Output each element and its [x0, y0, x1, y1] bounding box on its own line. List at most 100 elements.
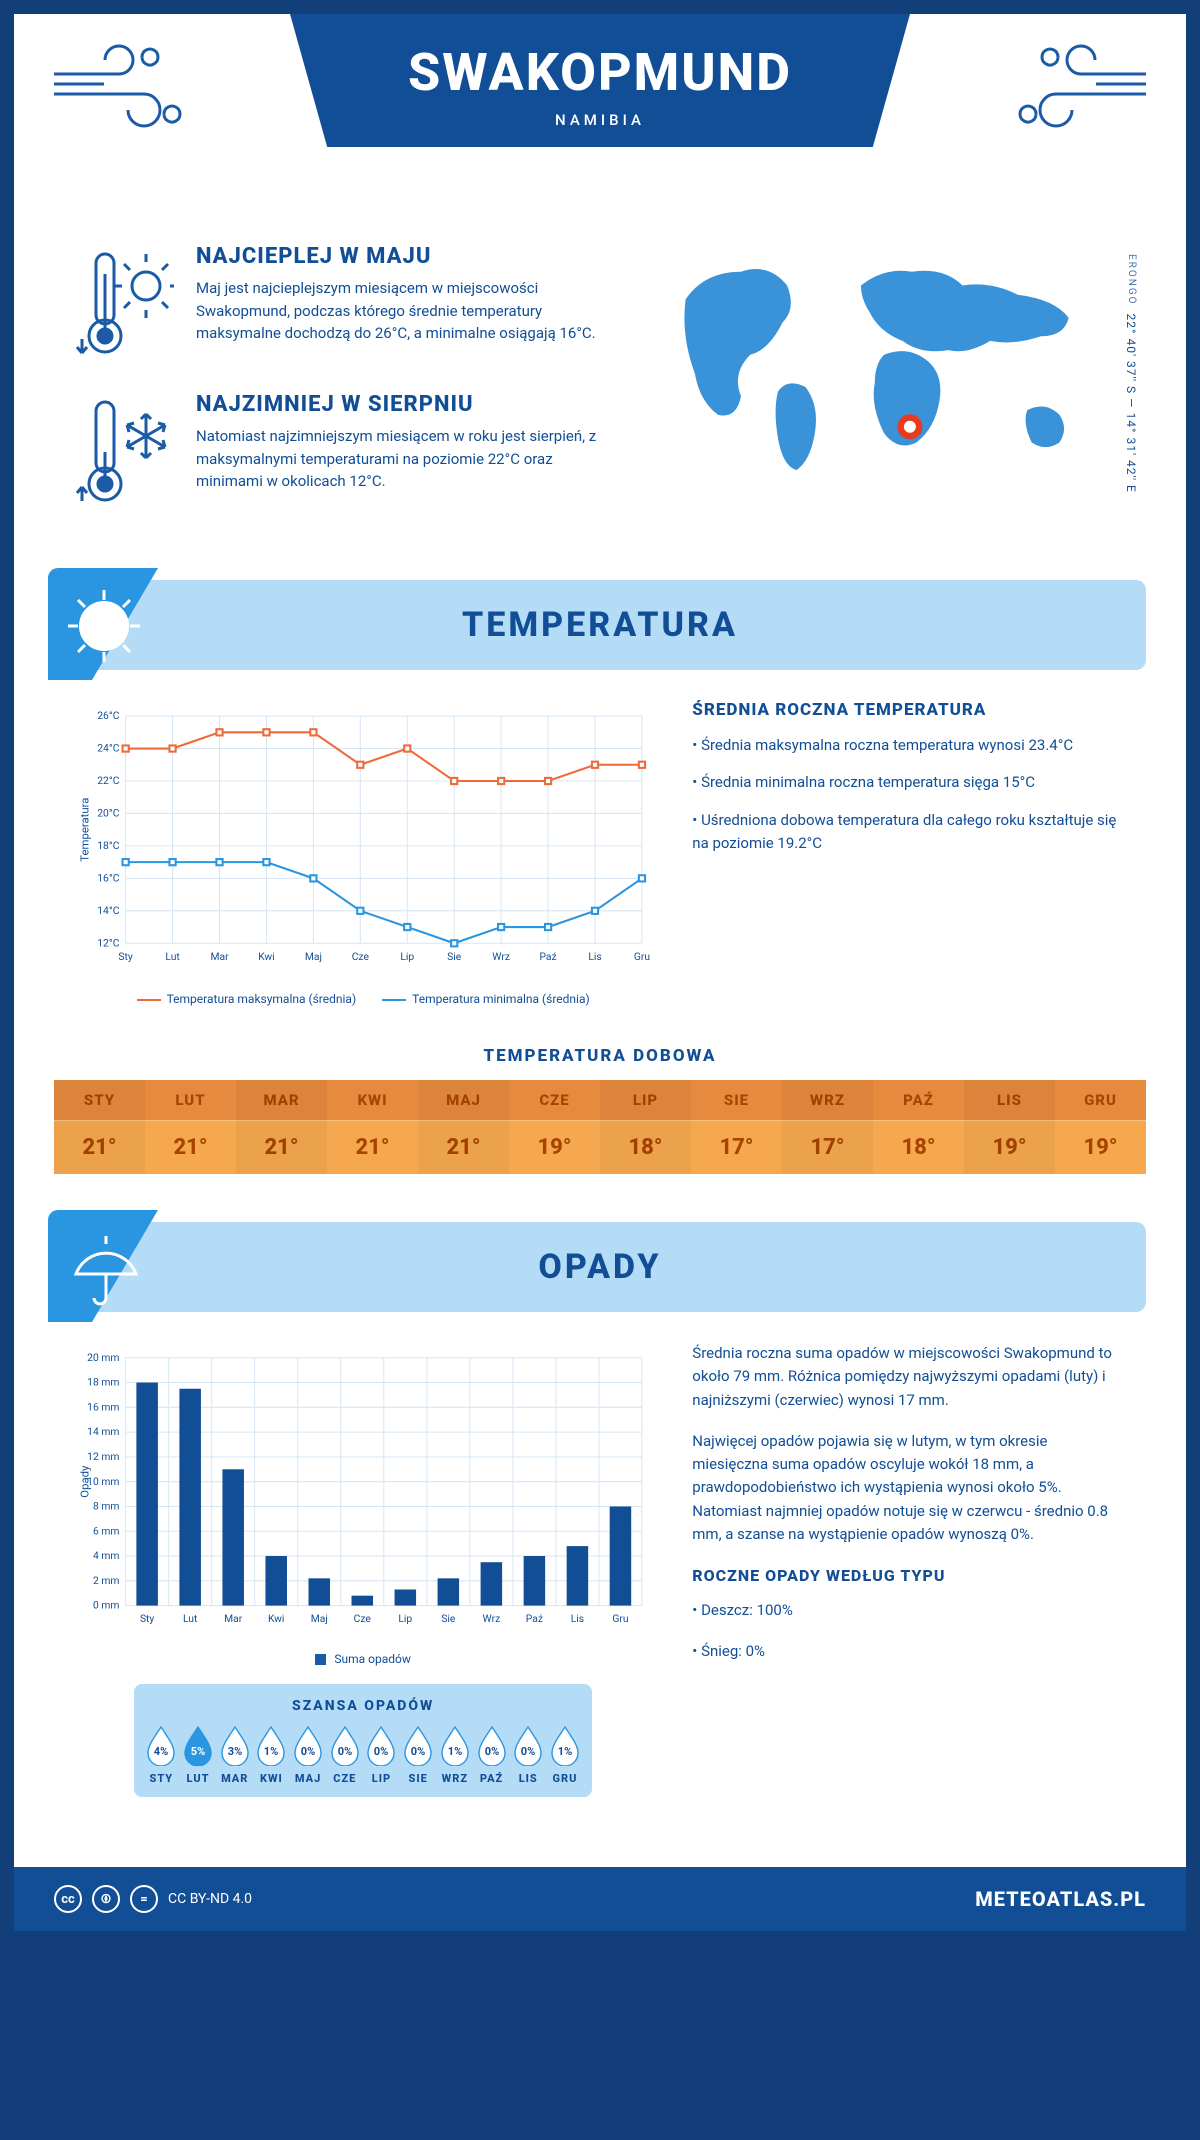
- table-header: LIP: [600, 1080, 691, 1120]
- svg-text:Kwi: Kwi: [268, 1612, 284, 1625]
- table-cell: 21°: [145, 1120, 236, 1174]
- rain-chance-item: 0% LIS: [511, 1724, 546, 1785]
- nd-icon: =: [130, 1885, 158, 1913]
- rain-chance-item: 4% STY: [144, 1724, 179, 1785]
- table-cell: 18°: [873, 1120, 964, 1174]
- fact-coldest: NAJZIMNIEJ W SIERPNIU Natomiast najzimni…: [74, 392, 621, 512]
- svg-text:8 mm: 8 mm: [93, 1500, 119, 1513]
- table-header: SIE: [691, 1080, 782, 1120]
- umbrella-icon: [64, 1228, 144, 1308]
- title-banner: SWAKOPMUND NAMIBIA: [290, 14, 910, 147]
- svg-text:0%: 0%: [338, 1745, 352, 1758]
- rain-chance-item: 1% GRU: [548, 1724, 583, 1785]
- bar-legend: Suma opadów: [74, 1652, 652, 1666]
- table-header: STY: [54, 1080, 145, 1120]
- table-header: WRZ: [782, 1080, 873, 1120]
- precip-chance-panel: SZANSA OPADÓW 4% STY 5% LUT 3% MAR 1% KW…: [134, 1684, 592, 1797]
- rain-chance-item: 1% WRZ: [438, 1724, 473, 1785]
- rain-chance-item: 3% MAR: [217, 1724, 252, 1785]
- fact-text: Natomiast najzimniejszym miesiącem w rok…: [196, 425, 621, 493]
- site-name: METEOATLAS.PL: [975, 1887, 1146, 1911]
- chart-legend: Temperatura maksymalna (średnia) Tempera…: [74, 992, 652, 1006]
- daily-temp-table: STYLUTMARKWIMAJCZELIPSIEWRZPAŹLISGRU21°2…: [54, 1080, 1146, 1174]
- svg-text:4 mm: 4 mm: [93, 1549, 119, 1562]
- footer: cc 🅯 = CC BY-ND 4.0 METEOATLAS.PL: [14, 1867, 1186, 1931]
- cc-icon: cc: [54, 1885, 82, 1913]
- fact-title: NAJZIMNIEJ W SIERPNIU: [196, 392, 621, 417]
- coordinates: ERONGO 22° 40' 37'' S — 14° 31' 42'' E: [1124, 254, 1138, 493]
- temperature-summary: ŚREDNIA ROCZNA TEMPERATURA • Średnia mak…: [692, 700, 1126, 1006]
- svg-text:22°C: 22°C: [97, 774, 119, 787]
- svg-text:Sty: Sty: [118, 950, 132, 963]
- thermometer-sun-icon: [74, 244, 174, 364]
- svg-text:Lis: Lis: [571, 1612, 584, 1625]
- country-name: NAMIBIA: [330, 111, 870, 129]
- svg-text:6 mm: 6 mm: [93, 1524, 119, 1537]
- section-title: OPADY: [538, 1247, 661, 1287]
- svg-text:1%: 1%: [558, 1745, 572, 1758]
- svg-text:Lis: Lis: [588, 950, 601, 963]
- svg-text:Gru: Gru: [612, 1612, 628, 1625]
- table-cell: 21°: [327, 1120, 418, 1174]
- svg-text:1%: 1%: [264, 1745, 278, 1758]
- wind-icon: [1006, 34, 1156, 144]
- svg-text:2 mm: 2 mm: [93, 1574, 119, 1587]
- svg-text:Sie: Sie: [441, 1612, 456, 1625]
- table-header: GRU: [1055, 1080, 1146, 1120]
- world-map: ERONGO 22° 40' 37'' S — 14° 31' 42'' E: [651, 244, 1126, 540]
- svg-text:Sie: Sie: [447, 950, 462, 963]
- svg-text:Cze: Cze: [352, 950, 370, 963]
- table-header: LIS: [964, 1080, 1055, 1120]
- svg-text:Opady: Opady: [77, 1465, 91, 1498]
- svg-text:5%: 5%: [191, 1745, 205, 1758]
- svg-text:12 mm: 12 mm: [87, 1450, 119, 1463]
- svg-text:Maj: Maj: [311, 1612, 328, 1625]
- header: SWAKOPMUND NAMIBIA: [14, 14, 1186, 214]
- svg-text:16 mm: 16 mm: [87, 1400, 119, 1413]
- svg-text:Temperatura: Temperatura: [77, 798, 91, 862]
- rain-chance-item: 0% MAJ: [291, 1724, 326, 1785]
- table-header: CZE: [509, 1080, 600, 1120]
- svg-text:26°C: 26°C: [97, 709, 119, 722]
- svg-text:12°C: 12°C: [97, 936, 119, 949]
- rain-chance-item: 0% PAŹ: [474, 1724, 509, 1785]
- svg-text:Wrz: Wrz: [492, 950, 510, 963]
- svg-text:0%: 0%: [301, 1745, 315, 1758]
- sun-icon: [64, 586, 144, 666]
- fact-warmest: NAJCIEPLEJ W MAJU Maj jest najcieplejszy…: [74, 244, 621, 364]
- table-header: MAR: [236, 1080, 327, 1120]
- section-title: TEMPERATURA: [462, 605, 738, 645]
- svg-text:16°C: 16°C: [97, 871, 119, 884]
- license: cc 🅯 = CC BY-ND 4.0: [54, 1885, 252, 1913]
- svg-text:Mar: Mar: [210, 950, 229, 963]
- rain-chance-item: 0% CZE: [327, 1724, 362, 1785]
- svg-text:Wrz: Wrz: [483, 1612, 501, 1625]
- table-cell: 17°: [782, 1120, 873, 1174]
- svg-text:Lut: Lut: [183, 1612, 198, 1625]
- table-cell: 21°: [54, 1120, 145, 1174]
- svg-text:Kwi: Kwi: [258, 950, 274, 963]
- rain-chance-item: 5% LUT: [181, 1724, 216, 1785]
- svg-text:Paź: Paź: [526, 1612, 543, 1625]
- precipitation-summary: Średnia roczna suma opadów w miejscowośc…: [692, 1342, 1126, 1827]
- wind-icon: [44, 34, 194, 144]
- svg-text:0%: 0%: [484, 1745, 498, 1758]
- svg-text:24°C: 24°C: [97, 742, 119, 755]
- table-cell: 17°: [691, 1120, 782, 1174]
- svg-text:Sty: Sty: [140, 1612, 154, 1625]
- svg-text:10 mm: 10 mm: [87, 1475, 119, 1488]
- svg-text:4%: 4%: [154, 1745, 168, 1758]
- table-cell: 21°: [236, 1120, 327, 1174]
- svg-text:20 mm: 20 mm: [87, 1351, 119, 1364]
- table-cell: 19°: [964, 1120, 1055, 1174]
- svg-text:Gru: Gru: [634, 950, 650, 963]
- table-cell: 19°: [509, 1120, 600, 1174]
- svg-text:0 mm: 0 mm: [93, 1599, 119, 1612]
- svg-text:3%: 3%: [227, 1745, 241, 1758]
- svg-text:0%: 0%: [411, 1745, 425, 1758]
- svg-text:14 mm: 14 mm: [87, 1425, 119, 1438]
- svg-text:Paź: Paź: [539, 950, 556, 963]
- svg-text:0%: 0%: [374, 1745, 388, 1758]
- table-header: PAŹ: [873, 1080, 964, 1120]
- rain-chance-item: 1% KWI: [254, 1724, 289, 1785]
